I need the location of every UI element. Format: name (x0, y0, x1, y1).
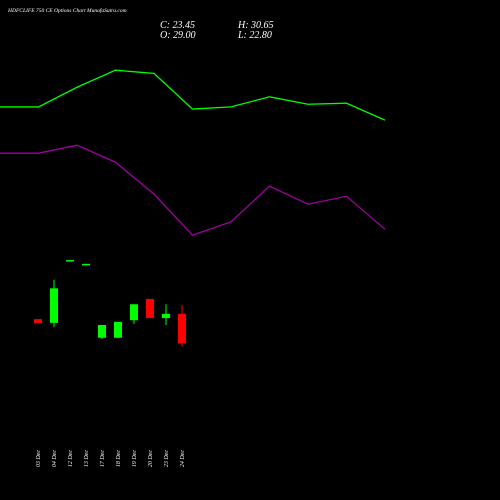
x-tick-label: 20 Dec (148, 450, 154, 467)
indicator-line (0, 69, 386, 121)
candle-body (146, 298, 154, 319)
x-tick-label: 12 Dec (68, 450, 74, 467)
x-tick-label: 24 Dec (179, 450, 186, 467)
candle-body (178, 313, 186, 344)
candle-body (98, 325, 106, 338)
candle-body (34, 319, 42, 323)
candle-body (162, 313, 170, 319)
candle-body (114, 321, 122, 338)
x-tick-label: 13 Dec (84, 450, 90, 467)
x-tick-label: 19 Dec (132, 450, 138, 467)
ohlc-high: H: 30.65 (237, 20, 274, 31)
candle-body (82, 263, 90, 266)
x-tick-label: 23 Dec (164, 450, 170, 467)
candle-body (66, 260, 74, 262)
x-tick-label: 18 Dec (116, 450, 122, 467)
indicator-line (0, 144, 386, 236)
x-tick-label: 17 Dec (100, 450, 106, 467)
ohlc-open: O: 29.00 (160, 30, 196, 41)
ohlc-close: C: 23.45 (160, 20, 195, 31)
candle-body (50, 288, 58, 323)
ohlc-low: L: 22.80 (237, 30, 272, 41)
chart-title: HDFCLIFE 750 CE Options Chart MunafaSutr… (7, 7, 127, 14)
candle-body (130, 304, 138, 321)
x-tick-label: 03 Dec (36, 450, 42, 467)
x-tick-label: 04 Dec (51, 450, 58, 467)
